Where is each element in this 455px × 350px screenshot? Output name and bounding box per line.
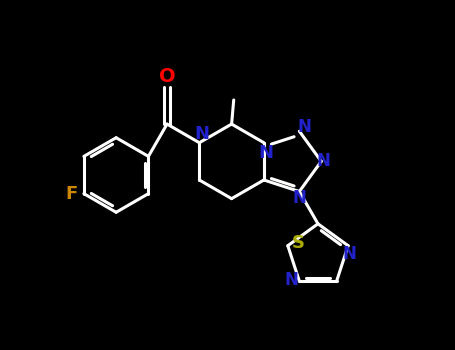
Text: N: N xyxy=(298,118,312,136)
Text: N: N xyxy=(293,189,306,207)
Text: F: F xyxy=(65,185,77,203)
Text: N: N xyxy=(258,144,273,162)
Text: N: N xyxy=(317,152,330,170)
Text: S: S xyxy=(291,234,304,252)
Text: N: N xyxy=(342,245,356,263)
Text: N: N xyxy=(284,271,298,289)
Text: N: N xyxy=(194,125,209,143)
Text: O: O xyxy=(159,67,175,86)
